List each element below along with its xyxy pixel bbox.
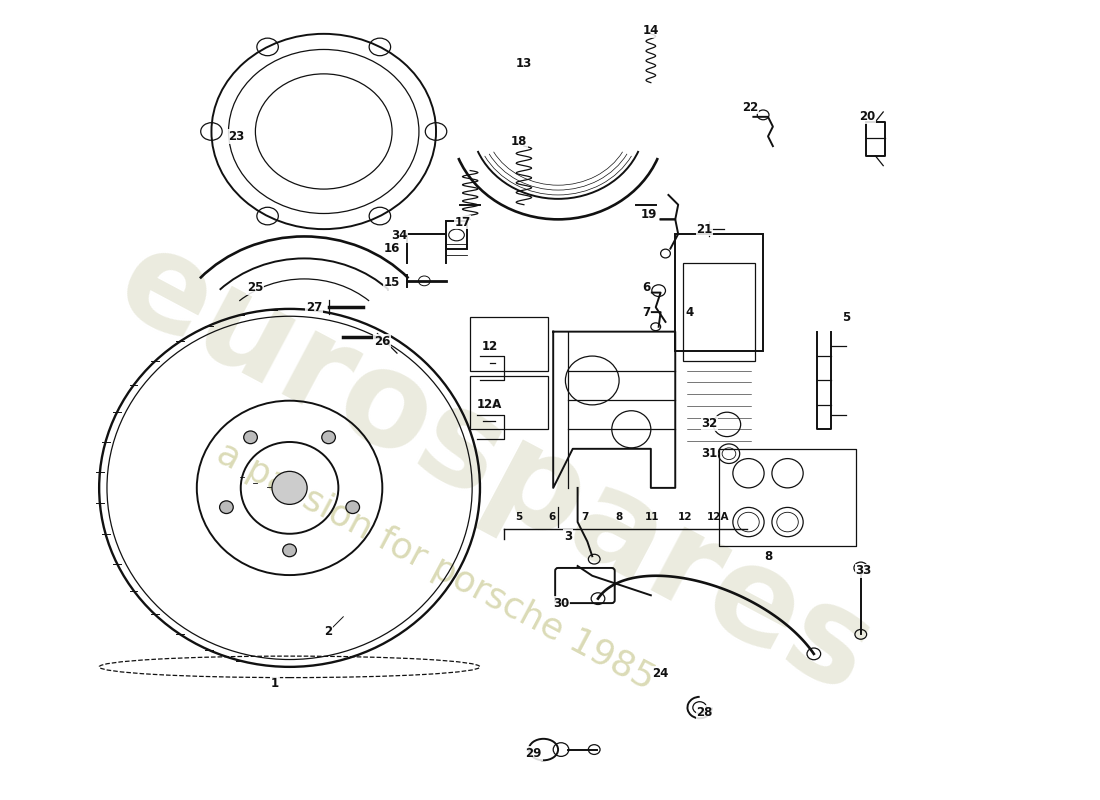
Text: 18: 18 bbox=[510, 134, 527, 148]
Text: 12: 12 bbox=[482, 340, 498, 353]
Text: 3: 3 bbox=[564, 530, 572, 543]
Text: 11: 11 bbox=[645, 512, 659, 522]
Text: 31: 31 bbox=[702, 447, 717, 460]
Text: 26: 26 bbox=[374, 335, 390, 348]
Text: 5: 5 bbox=[516, 512, 522, 522]
Text: eurospares: eurospares bbox=[97, 216, 893, 720]
Text: 24: 24 bbox=[652, 667, 669, 680]
Text: 28: 28 bbox=[696, 706, 713, 719]
Bar bbox=[470, 375, 548, 430]
Text: 3: 3 bbox=[564, 530, 572, 543]
Text: 27: 27 bbox=[306, 301, 322, 314]
Text: 19: 19 bbox=[640, 208, 657, 221]
Text: 23: 23 bbox=[228, 130, 244, 143]
Bar bbox=[446, 222, 468, 249]
Text: 15: 15 bbox=[384, 276, 400, 290]
Text: 12A: 12A bbox=[480, 400, 501, 410]
Text: 6: 6 bbox=[641, 282, 650, 294]
Text: 17: 17 bbox=[454, 216, 471, 229]
Text: 34: 34 bbox=[390, 230, 407, 242]
Ellipse shape bbox=[283, 544, 296, 557]
Text: 33: 33 bbox=[856, 564, 872, 578]
Text: 25: 25 bbox=[248, 282, 264, 294]
Text: a passion for porsche 1985: a passion for porsche 1985 bbox=[211, 436, 661, 696]
Text: 7: 7 bbox=[582, 512, 590, 522]
Text: 29: 29 bbox=[526, 747, 542, 760]
Text: 13: 13 bbox=[516, 57, 532, 70]
Text: 1: 1 bbox=[271, 677, 279, 690]
Text: 6: 6 bbox=[549, 512, 556, 522]
Ellipse shape bbox=[322, 431, 335, 444]
Text: 14: 14 bbox=[642, 25, 659, 38]
Bar bbox=[470, 317, 548, 370]
Text: 8: 8 bbox=[615, 512, 623, 522]
Text: 22: 22 bbox=[742, 101, 759, 114]
Text: 12A: 12A bbox=[707, 512, 729, 522]
Text: 12: 12 bbox=[678, 512, 692, 522]
Ellipse shape bbox=[220, 501, 233, 514]
Text: 7: 7 bbox=[642, 306, 650, 318]
Bar bbox=[675, 234, 763, 351]
Ellipse shape bbox=[272, 471, 307, 504]
Text: 8: 8 bbox=[763, 550, 772, 562]
Text: 20: 20 bbox=[859, 110, 876, 123]
Ellipse shape bbox=[345, 501, 360, 514]
Text: 12A: 12A bbox=[477, 398, 503, 411]
Text: 4: 4 bbox=[685, 306, 694, 318]
Text: 16: 16 bbox=[384, 242, 400, 255]
Bar bbox=[683, 263, 756, 361]
Text: 2: 2 bbox=[324, 625, 332, 638]
Text: 21: 21 bbox=[696, 222, 713, 236]
Text: 5: 5 bbox=[842, 310, 850, 323]
Text: 32: 32 bbox=[702, 417, 717, 430]
Ellipse shape bbox=[244, 431, 257, 444]
Text: 12: 12 bbox=[482, 342, 497, 351]
Text: 30: 30 bbox=[553, 597, 569, 610]
